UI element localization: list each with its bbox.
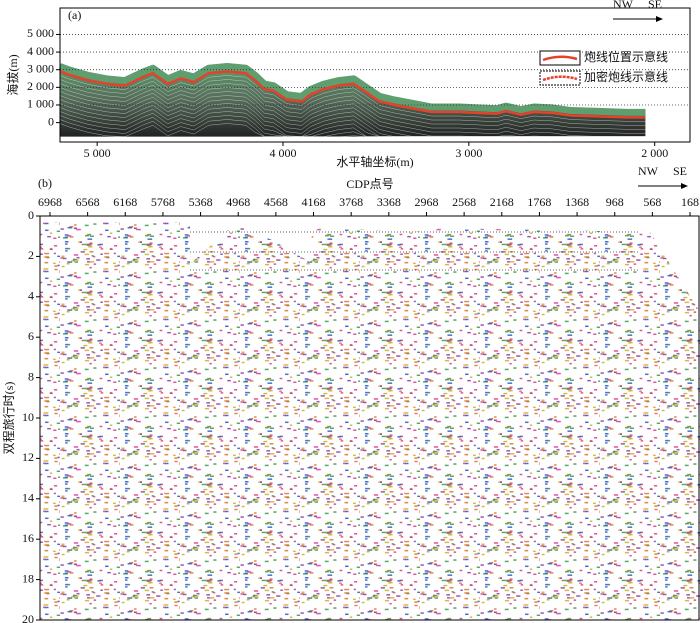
x-tick-label: 4568 bbox=[264, 195, 288, 209]
y-tick-label: 1 000 bbox=[27, 97, 54, 111]
direction-label: NW bbox=[638, 164, 659, 178]
x-tick-label: 4168 bbox=[302, 195, 326, 209]
x-axis-title: 水平轴坐标(m) bbox=[336, 154, 413, 169]
x-tick-label: 568 bbox=[643, 195, 661, 209]
plot-frame bbox=[59, 7, 691, 143]
x-tick-label: 6968 bbox=[38, 195, 62, 209]
x-tick-label: 968 bbox=[606, 195, 624, 209]
terrain-layer bbox=[59, 123, 646, 137]
x-tick-label: 2168 bbox=[490, 195, 514, 209]
y-tick-label: 20 bbox=[22, 612, 34, 623]
terrain-layer bbox=[59, 87, 646, 134]
y-tick-label: 4 000 bbox=[27, 44, 54, 58]
panel-a: 0 1 000 2 000 3 000 4 000 5 000 5 000 4 000 3 00… bbox=[5, 0, 691, 169]
x-tick-label: 6168 bbox=[113, 195, 137, 209]
terrain-layer bbox=[59, 91, 646, 137]
panel-b: 6968 6568 6168 5768 5368 4968 4568 4168 3768 3368… bbox=[1, 164, 700, 623]
y-tick-label: 10 bbox=[22, 410, 34, 424]
x-tick-label: 6568 bbox=[76, 195, 100, 209]
x-tick-label: 168 bbox=[681, 195, 699, 209]
x-axis-title: CDP点号 bbox=[346, 177, 393, 191]
x-tick-label: 2 000 bbox=[641, 146, 668, 160]
y-tick-label: 3 000 bbox=[27, 61, 54, 75]
legend-swatch bbox=[542, 75, 578, 82]
shot-line bbox=[59, 70, 646, 119]
x-tick-label: 4 000 bbox=[270, 146, 297, 160]
y-axis-title: 双程旅行时(s) bbox=[1, 382, 16, 455]
x-tick-label: 1368 bbox=[565, 195, 589, 209]
y-tick-label: 4 bbox=[28, 289, 34, 303]
y-tick-label: 2 000 bbox=[27, 79, 54, 93]
y-tick-label: 2 bbox=[28, 248, 34, 262]
x-tick-label: 5 000 bbox=[84, 146, 111, 160]
legend-label: 加密炮线示意线 bbox=[584, 69, 668, 84]
x-tick-label: 1768 bbox=[527, 195, 551, 209]
terrain-layer bbox=[59, 79, 646, 126]
y-tick-label: 0 bbox=[28, 208, 34, 222]
plot-frame bbox=[39, 215, 700, 621]
terrain-top bbox=[58, 62, 646, 116]
seismic-section bbox=[40, 222, 700, 620]
x-tick-label: 2968 bbox=[414, 195, 438, 209]
direction-label: SE bbox=[673, 164, 687, 178]
panel-label: (b) bbox=[38, 176, 52, 190]
y-tick-label: 18 bbox=[22, 571, 34, 585]
y-tick-label: 8 bbox=[28, 369, 34, 383]
y-tick-label: 5 000 bbox=[27, 26, 54, 40]
x-tick-label: 5768 bbox=[151, 195, 175, 209]
direction-label: NW bbox=[613, 0, 634, 11]
x-tick-label: 3768 bbox=[339, 195, 363, 209]
y-tick-label: 16 bbox=[22, 531, 34, 545]
legend-label: 炮线位置示意线 bbox=[584, 49, 668, 64]
x-tick-label: 3368 bbox=[377, 195, 401, 209]
x-tick-label: 3 000 bbox=[455, 146, 482, 160]
terrain-layer bbox=[59, 95, 646, 137]
panel-label: (a) bbox=[68, 8, 81, 22]
y-tick-label: 0 bbox=[48, 114, 54, 128]
x-tick-label: 5368 bbox=[189, 195, 213, 209]
x-tick-label: 2568 bbox=[452, 195, 476, 209]
x-tick-label: 4968 bbox=[226, 195, 250, 209]
arrow-head bbox=[656, 16, 663, 22]
y-tick-label: 14 bbox=[22, 491, 34, 505]
legend-swatch bbox=[542, 55, 578, 62]
y-tick-label: 6 bbox=[28, 329, 34, 343]
y-tick-label: 12 bbox=[22, 450, 34, 464]
direction-label: SE bbox=[648, 0, 662, 11]
terrain-layer bbox=[59, 83, 646, 130]
arrow-head bbox=[681, 183, 688, 189]
y-axis-title: 海拔(m) bbox=[5, 54, 20, 95]
terrain-layer bbox=[59, 75, 646, 122]
